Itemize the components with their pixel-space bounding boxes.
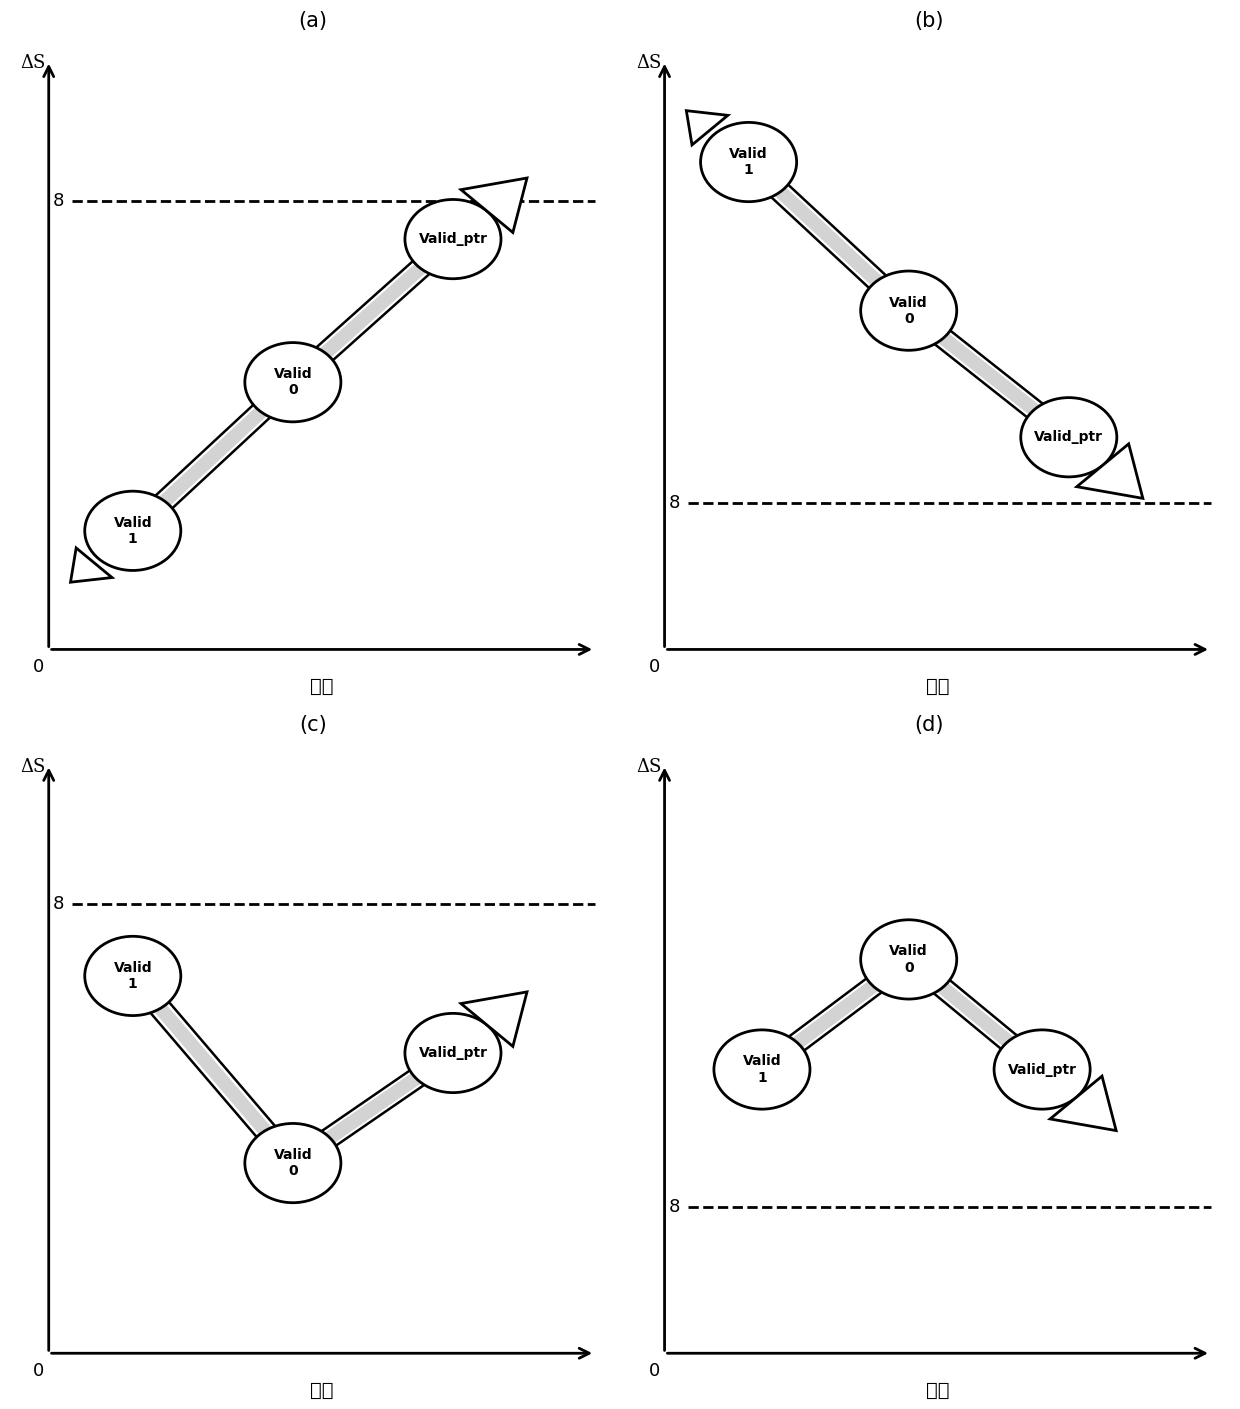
Polygon shape	[1076, 444, 1143, 499]
Circle shape	[861, 920, 957, 999]
Text: 时间: 时间	[926, 676, 950, 696]
Text: Valid_ptr: Valid_ptr	[418, 1045, 487, 1060]
Text: 0: 0	[649, 1361, 660, 1379]
Circle shape	[405, 200, 501, 279]
Circle shape	[84, 937, 181, 1016]
Polygon shape	[1050, 1076, 1116, 1130]
Text: 0: 0	[33, 658, 45, 676]
Text: 时间: 时间	[310, 676, 334, 696]
Text: Valid_ptr: Valid_ptr	[1008, 1062, 1076, 1076]
Text: 8: 8	[53, 895, 64, 913]
Text: Valid
1: Valid 1	[743, 1054, 781, 1085]
Text: 8: 8	[53, 192, 64, 210]
Text: ΔS: ΔS	[636, 758, 661, 776]
Title: (a): (a)	[299, 11, 327, 31]
Text: Valid
1: Valid 1	[729, 147, 768, 178]
Title: (d): (d)	[914, 714, 944, 735]
Text: Valid_ptr: Valid_ptr	[1034, 430, 1104, 444]
Polygon shape	[461, 178, 527, 232]
Text: Valid
1: Valid 1	[114, 516, 153, 545]
Text: Valid
0: Valid 0	[889, 944, 928, 975]
Circle shape	[701, 123, 796, 201]
Circle shape	[994, 1030, 1090, 1109]
Polygon shape	[71, 548, 112, 582]
Text: Valid
0: Valid 0	[274, 1148, 312, 1178]
Title: (c): (c)	[299, 714, 327, 735]
Text: 8: 8	[668, 495, 681, 513]
Text: 8: 8	[668, 1198, 681, 1216]
Text: Valid
0: Valid 0	[889, 296, 928, 325]
Circle shape	[714, 1030, 810, 1109]
Text: 0: 0	[649, 658, 660, 676]
Text: 时间: 时间	[926, 1381, 950, 1399]
Text: Valid_ptr: Valid_ptr	[418, 232, 487, 247]
Text: 0: 0	[33, 1361, 45, 1379]
Circle shape	[405, 1013, 501, 1092]
Title: (b): (b)	[914, 11, 944, 31]
Text: ΔS: ΔS	[636, 55, 661, 72]
Circle shape	[244, 342, 341, 421]
Circle shape	[244, 1123, 341, 1203]
Circle shape	[1021, 397, 1117, 476]
Circle shape	[861, 271, 957, 351]
Text: Valid
1: Valid 1	[114, 961, 153, 991]
Circle shape	[84, 492, 181, 571]
Text: ΔS: ΔS	[20, 758, 46, 776]
Polygon shape	[687, 111, 728, 145]
Text: Valid
0: Valid 0	[274, 368, 312, 397]
Text: 时间: 时间	[310, 1381, 334, 1399]
Polygon shape	[461, 992, 527, 1047]
Text: ΔS: ΔS	[20, 55, 46, 72]
